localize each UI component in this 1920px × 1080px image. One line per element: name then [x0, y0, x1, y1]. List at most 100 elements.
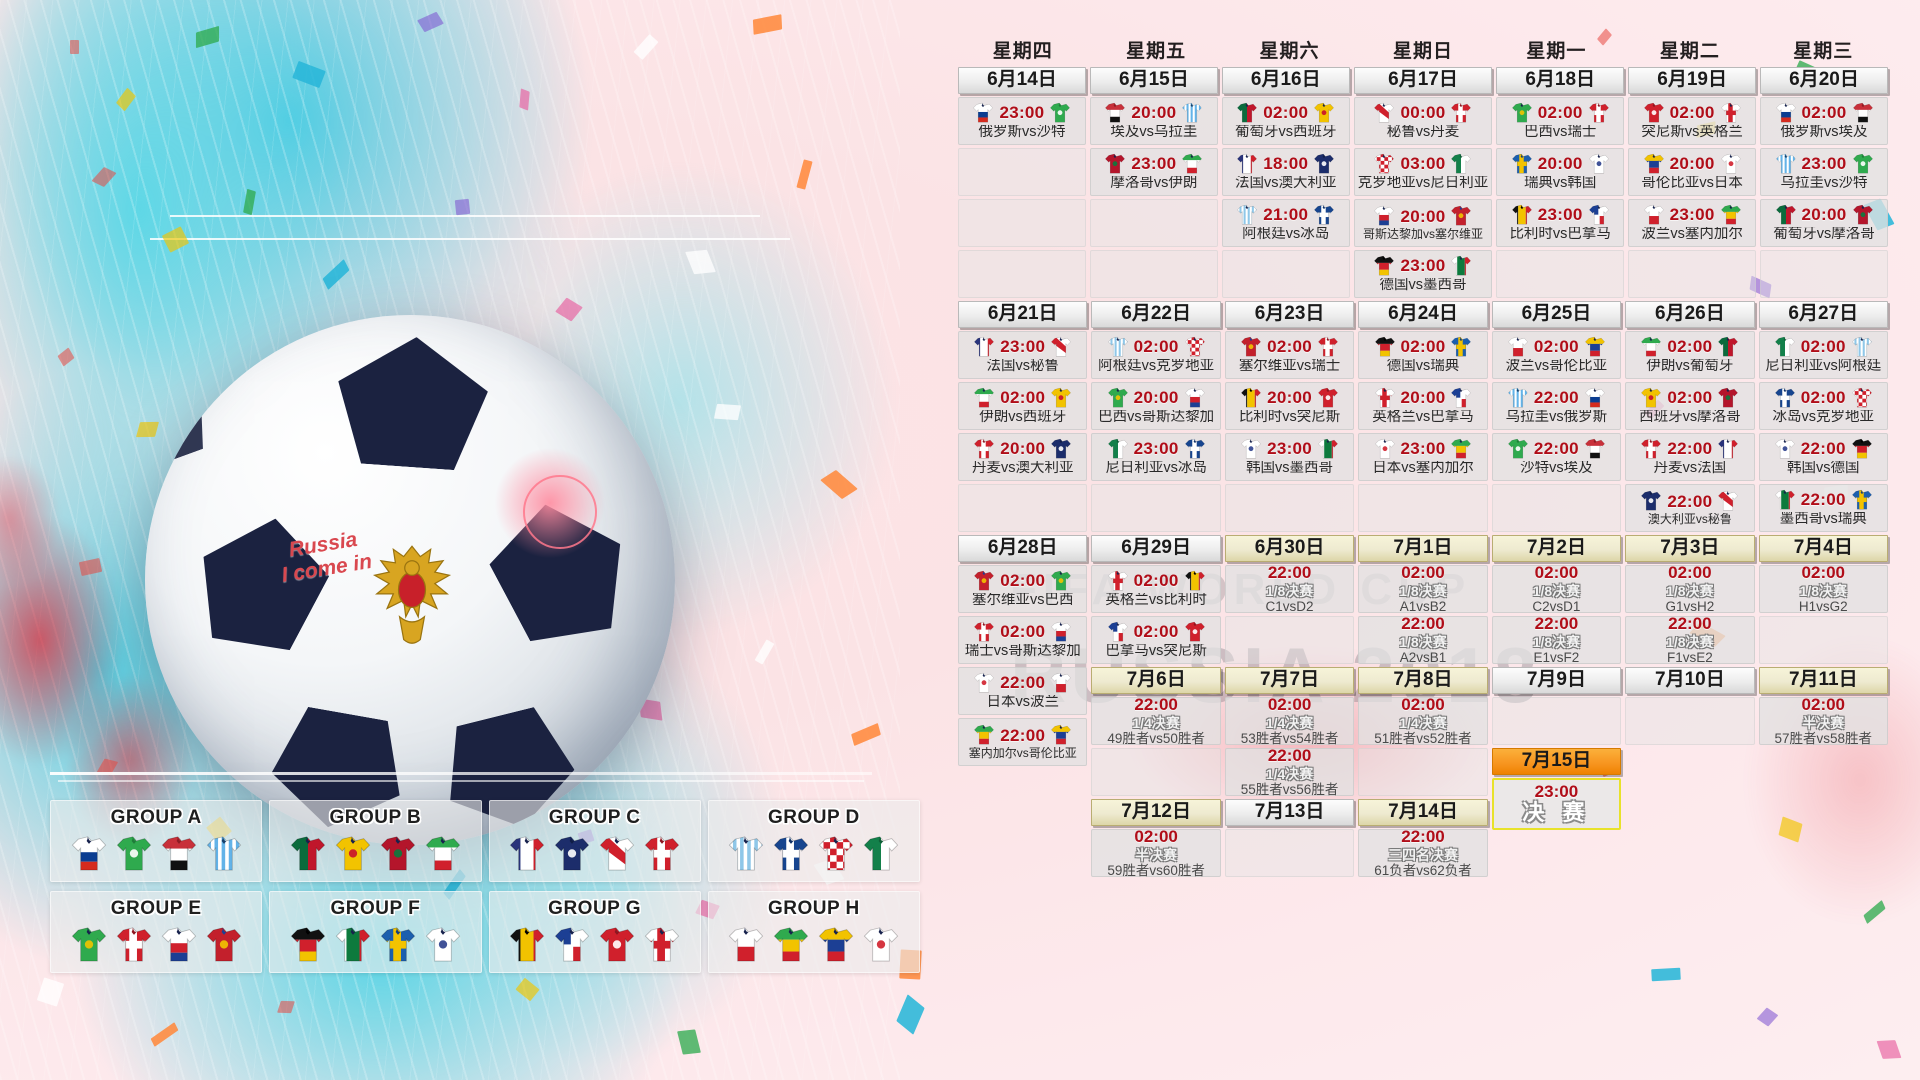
- knockout-match-cell[interactable]: 22:00 1/8决赛 C1vsD2: [1224, 563, 1355, 614]
- group-box-group-h[interactable]: GROUP H: [707, 891, 920, 973]
- knockout-match-cell[interactable]: 22:00 三四名决赛 61负者vs62负者: [1358, 827, 1488, 878]
- group-box-group-g[interactable]: GROUP G: [488, 891, 701, 973]
- match-cell[interactable]: 20:00 丹麦vs澳大利亚: [958, 432, 1088, 481]
- date-header[interactable]: 6月30日: [1224, 534, 1355, 562]
- date-header[interactable]: 6月23日: [1224, 300, 1355, 328]
- match-cell[interactable]: 22:00 澳大利亚vs秘鲁: [1625, 483, 1755, 532]
- date-header[interactable]: 6月16日: [1221, 67, 1350, 94]
- match-cell[interactable]: 02:00 塞尔维亚vs瑞士: [1224, 330, 1355, 379]
- knockout-match-cell[interactable]: 02:00 1/8决赛 G1vsH2: [1625, 563, 1755, 614]
- knockout-match-cell[interactable]: 02:00 1/8决赛 H1vsG2: [1758, 563, 1888, 614]
- match-cell[interactable]: 02:00 塞尔维亚vs巴西: [958, 564, 1088, 613]
- match-cell[interactable]: 03:00 克罗地亚vs尼日利亚: [1353, 147, 1493, 196]
- match-cell[interactable]: 20:00 比利时vs突尼斯: [1224, 381, 1355, 430]
- group-box-group-a[interactable]: GROUP A: [50, 800, 263, 882]
- knockout-match-cell[interactable]: 02:00 1/8决赛 C2vsD1: [1491, 563, 1622, 614]
- group-box-group-c[interactable]: GROUP C: [488, 800, 701, 882]
- match-cell[interactable]: 21:00 阿根廷vs冰岛: [1221, 198, 1350, 247]
- match-cell[interactable]: 22:00 墨西哥vs瑞典: [1758, 483, 1888, 532]
- match-cell[interactable]: 02:00 葡萄牙vs西班牙: [1221, 96, 1350, 145]
- match-cell[interactable]: 23:00 波兰vs塞内加尔: [1628, 198, 1757, 247]
- match-cell[interactable]: 20:00 巴西vs哥斯达黎加: [1091, 381, 1221, 430]
- match-cell[interactable]: 02:00 巴拿马vs突尼斯: [1091, 615, 1221, 664]
- match-cell[interactable]: 20:00 瑞典vs韩国: [1496, 147, 1625, 196]
- date-header[interactable]: 6月24日: [1358, 300, 1488, 328]
- group-box-group-f[interactable]: GROUP F: [269, 891, 482, 973]
- match-cell[interactable]: 22:00 乌拉圭vs俄罗斯: [1491, 381, 1622, 430]
- match-cell[interactable]: 22:00 韩国vs德国: [1758, 432, 1888, 481]
- match-cell[interactable]: 20:00 葡萄牙vs摩洛哥: [1760, 198, 1888, 247]
- match-cell[interactable]: 20:00 哥斯达黎加vs塞尔维亚: [1353, 198, 1493, 247]
- knockout-match-cell[interactable]: 02:00 半决赛 59胜者vs60胜者: [1091, 827, 1221, 878]
- match-cell[interactable]: 02:00 波兰vs哥伦比亚: [1491, 330, 1622, 379]
- date-header[interactable]: 6月22日: [1091, 300, 1221, 328]
- knockout-match-cell[interactable]: 02:00 1/4决赛 53胜者vs54胜者: [1224, 695, 1355, 746]
- match-cell[interactable]: 02:00 西班牙vs摩洛哥: [1625, 381, 1755, 430]
- match-cell[interactable]: 02:00 伊朗vs西班牙: [958, 381, 1088, 430]
- match-cell[interactable]: 02:00 尼日利亚vs阿根廷: [1758, 330, 1888, 379]
- knockout-match-cell[interactable]: 23:00 决 赛: [1491, 777, 1622, 830]
- date-header[interactable]: 6月28日: [958, 534, 1088, 562]
- knockout-match-cell[interactable]: 02:00 半决赛 57胜者vs58胜者: [1758, 695, 1888, 746]
- match-cell[interactable]: 22:00 丹麦vs法国: [1625, 432, 1755, 481]
- date-header[interactable]: 7月8日: [1358, 666, 1488, 694]
- match-cell[interactable]: 22:00 日本vs波兰: [958, 666, 1088, 715]
- match-cell[interactable]: 23:00 俄罗斯vs沙特: [958, 96, 1086, 145]
- date-header[interactable]: 6月25日: [1491, 300, 1622, 328]
- match-cell[interactable]: 23:00 尼日利亚vs冰岛: [1091, 432, 1221, 481]
- date-header[interactable]: 7月1日: [1358, 534, 1488, 562]
- match-cell[interactable]: 02:00 英格兰vs比利时: [1091, 564, 1221, 613]
- match-cell[interactable]: 23:00 摩洛哥vs伊朗: [1089, 147, 1218, 196]
- date-header[interactable]: 6月27日: [1758, 300, 1888, 328]
- match-cell[interactable]: 02:00 瑞士vs哥斯达黎加: [958, 615, 1088, 664]
- group-box-group-e[interactable]: GROUP E: [50, 891, 263, 973]
- date-header[interactable]: 7月10日: [1625, 666, 1755, 694]
- knockout-match-cell[interactable]: 22:00 1/8决赛 A2vsB1: [1358, 614, 1488, 665]
- match-cell[interactable]: 20:00 哥伦比亚vs日本: [1628, 147, 1757, 196]
- match-cell[interactable]: 23:00 德国vs墨西哥: [1353, 249, 1493, 298]
- match-cell[interactable]: 20:00 英格兰vs巴拿马: [1358, 381, 1488, 430]
- date-header[interactable]: 7月13日: [1224, 798, 1355, 826]
- date-header[interactable]: 7月2日: [1491, 534, 1622, 562]
- knockout-match-cell[interactable]: 22:00 1/8决赛 E1vsF2: [1491, 614, 1622, 665]
- date-header[interactable]: 7月11日: [1758, 666, 1888, 694]
- match-cell[interactable]: 23:00 韩国vs墨西哥: [1224, 432, 1355, 481]
- group-box-group-d[interactable]: GROUP D: [707, 800, 920, 882]
- match-cell[interactable]: 18:00 法国vs澳大利亚: [1221, 147, 1350, 196]
- match-cell[interactable]: 22:00 沙特vs埃及: [1491, 432, 1622, 481]
- match-cell[interactable]: 02:00 冰岛vs克罗地亚: [1758, 381, 1888, 430]
- date-header[interactable]: 7月15日: [1491, 747, 1622, 775]
- date-header[interactable]: 6月15日: [1089, 67, 1218, 94]
- match-cell[interactable]: 23:00 日本vs塞内加尔: [1358, 432, 1488, 481]
- date-header[interactable]: 6月14日: [958, 67, 1086, 94]
- knockout-match-cell[interactable]: 22:00 1/4决赛 49胜者vs50胜者: [1091, 695, 1221, 746]
- knockout-match-cell[interactable]: 22:00 1/4决赛 55胜者vs56胜者: [1224, 746, 1355, 797]
- match-cell[interactable]: 22:00 塞内加尔vs哥伦比亚: [958, 717, 1088, 766]
- match-cell[interactable]: 00:00 秘鲁vs丹麦: [1353, 96, 1493, 145]
- match-cell[interactable]: 20:00 埃及vs乌拉圭: [1089, 96, 1218, 145]
- match-cell[interactable]: 02:00 巴西vs瑞士: [1496, 96, 1625, 145]
- match-cell[interactable]: 02:00 阿根廷vs克罗地亚: [1091, 330, 1221, 379]
- date-header[interactable]: 7月4日: [1758, 534, 1888, 562]
- date-header[interactable]: 7月3日: [1625, 534, 1755, 562]
- match-cell[interactable]: 23:00 法国vs秘鲁: [958, 330, 1088, 379]
- date-header[interactable]: 7月14日: [1358, 798, 1488, 826]
- date-header[interactable]: 6月17日: [1353, 67, 1493, 94]
- date-header[interactable]: 6月19日: [1628, 67, 1757, 94]
- date-header[interactable]: 6月29日: [1091, 534, 1221, 562]
- match-cell[interactable]: 23:00 比利时vs巴拿马: [1496, 198, 1625, 247]
- date-header[interactable]: 6月18日: [1496, 67, 1625, 94]
- knockout-match-cell[interactable]: 02:00 1/8决赛 A1vsB2: [1358, 563, 1488, 614]
- date-header[interactable]: 6月20日: [1760, 67, 1888, 94]
- date-header[interactable]: 7月6日: [1091, 666, 1221, 694]
- match-cell[interactable]: 02:00 俄罗斯vs埃及: [1760, 96, 1888, 145]
- match-cell[interactable]: 02:00 伊朗vs葡萄牙: [1625, 330, 1755, 379]
- group-box-group-b[interactable]: GROUP B: [269, 800, 482, 882]
- date-header[interactable]: 6月21日: [958, 300, 1088, 328]
- date-header[interactable]: 7月9日: [1491, 666, 1622, 694]
- knockout-match-cell[interactable]: 02:00 1/4决赛 51胜者vs52胜者: [1358, 695, 1488, 746]
- knockout-match-cell[interactable]: 22:00 1/8决赛 F1vsE2: [1625, 614, 1755, 665]
- date-header[interactable]: 6月26日: [1625, 300, 1755, 328]
- match-cell[interactable]: 02:00 突尼斯vs英格兰: [1628, 96, 1757, 145]
- match-cell[interactable]: 23:00 乌拉圭vs沙特: [1760, 147, 1888, 196]
